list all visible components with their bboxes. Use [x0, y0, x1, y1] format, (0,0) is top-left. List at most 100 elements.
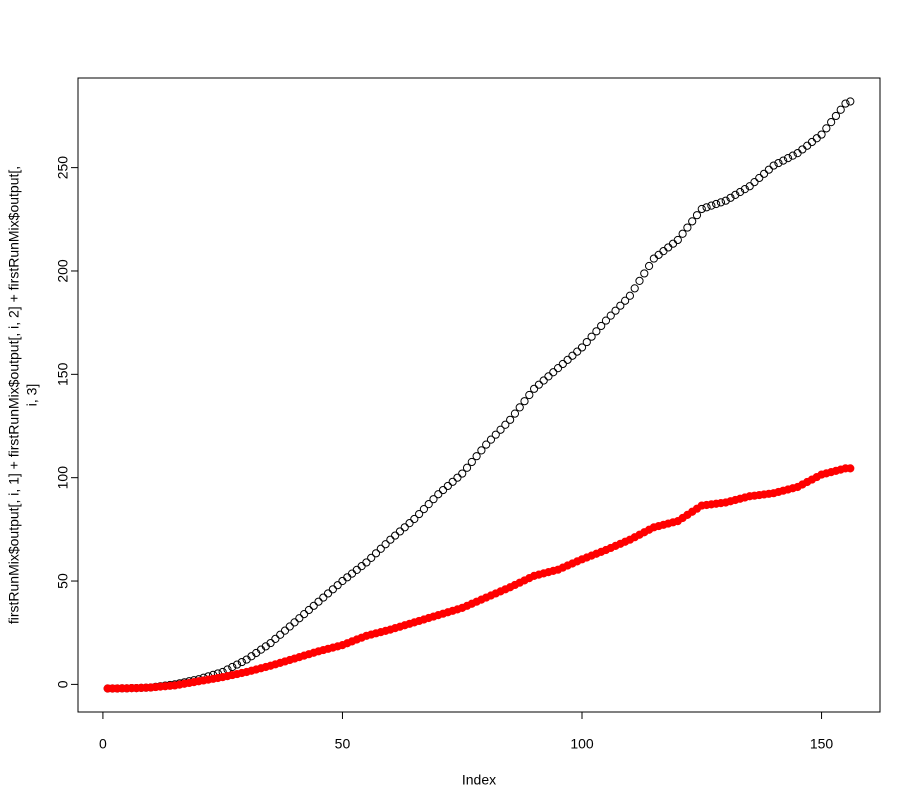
point [290, 618, 299, 627]
point [721, 196, 730, 205]
point [692, 211, 702, 220]
point [300, 610, 309, 619]
point [807, 137, 817, 147]
point [582, 337, 591, 347]
point [520, 397, 529, 406]
point [381, 540, 390, 549]
point [424, 500, 433, 509]
point [549, 368, 558, 377]
point [659, 247, 668, 256]
point [764, 165, 773, 174]
point [668, 239, 678, 248]
point [362, 558, 371, 567]
y-tick-label: 100 [55, 466, 71, 490]
point [434, 490, 443, 499]
point [472, 452, 481, 461]
x-tick-label: 50 [335, 736, 351, 752]
point [750, 177, 759, 187]
point [510, 409, 520, 418]
point [319, 593, 328, 602]
point [745, 182, 754, 191]
y-tick-label: 250 [55, 156, 71, 180]
point [831, 111, 841, 121]
x-tick-label: 150 [810, 736, 834, 752]
point [817, 130, 826, 139]
point [529, 384, 539, 393]
point [357, 562, 366, 571]
point [391, 531, 400, 540]
point [788, 151, 797, 160]
point [822, 124, 831, 133]
x-tick-label: 0 [99, 736, 107, 752]
point [827, 118, 836, 127]
point [295, 614, 304, 623]
point [635, 276, 644, 285]
point [553, 364, 563, 373]
point [304, 605, 314, 615]
point [525, 390, 534, 400]
point [515, 403, 524, 412]
point [458, 469, 467, 478]
point [759, 169, 769, 178]
point [477, 446, 486, 455]
point [309, 601, 318, 610]
point [654, 250, 663, 259]
point [266, 638, 275, 648]
point [846, 464, 855, 473]
point [328, 585, 337, 594]
point [707, 201, 716, 210]
point [597, 321, 606, 331]
point [395, 527, 405, 536]
point [621, 296, 630, 305]
point [486, 435, 496, 444]
point [453, 473, 462, 482]
point [367, 553, 376, 562]
point [846, 97, 855, 106]
point [779, 156, 788, 165]
point [587, 332, 596, 341]
point [577, 343, 587, 352]
point [702, 203, 711, 212]
point [271, 634, 280, 644]
point [712, 199, 721, 209]
point [419, 505, 429, 514]
point [338, 576, 347, 586]
point [740, 185, 749, 194]
point [429, 495, 438, 504]
point [836, 105, 845, 114]
point [371, 549, 381, 558]
point [558, 359, 567, 369]
point [774, 158, 783, 168]
point [630, 284, 639, 293]
point [563, 355, 572, 364]
point [467, 457, 476, 467]
point [405, 519, 414, 528]
point [803, 141, 812, 150]
point [664, 243, 673, 252]
point [482, 440, 491, 449]
point [314, 597, 323, 606]
point [333, 581, 342, 590]
point [769, 161, 778, 170]
point [448, 477, 457, 486]
point [237, 657, 246, 667]
point [539, 376, 548, 385]
point [592, 327, 601, 336]
plot-box [77, 77, 881, 713]
point [644, 261, 654, 271]
point [573, 347, 582, 356]
point [683, 223, 692, 232]
point [616, 301, 625, 310]
point [415, 509, 424, 519]
point [678, 229, 687, 238]
point [611, 306, 620, 315]
x-axis-label: Index [462, 772, 496, 788]
y-tick-label: 0 [55, 680, 71, 688]
y-tick-label: 200 [55, 259, 71, 283]
point [347, 569, 357, 578]
point [688, 217, 697, 226]
point [649, 254, 658, 263]
point [697, 204, 706, 214]
point [232, 660, 242, 669]
